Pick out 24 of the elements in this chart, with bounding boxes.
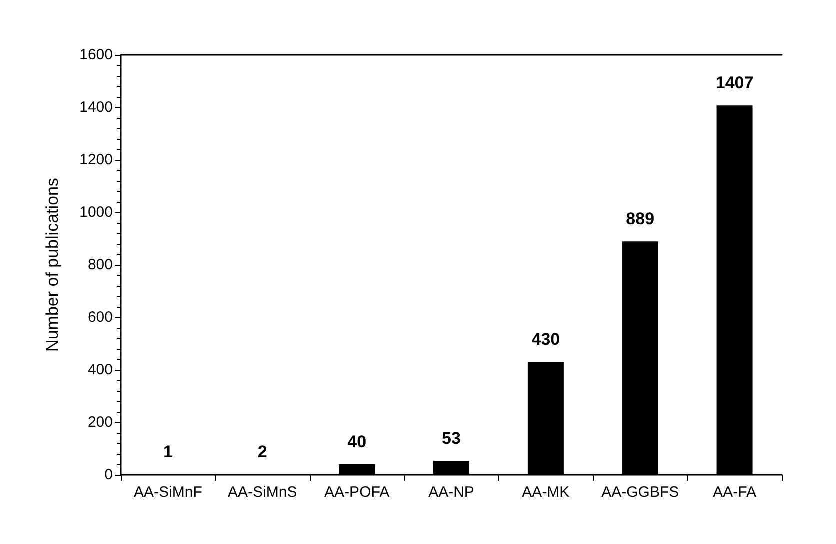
- y-tick-label: 1600: [80, 46, 113, 64]
- y-tick-label: 1200: [80, 152, 113, 168]
- y-tick-label: 400: [88, 362, 113, 378]
- data-label: 40: [348, 432, 367, 452]
- x-tick-label: AA-MK: [522, 484, 570, 501]
- y-tick-label: 200: [88, 414, 113, 431]
- y-tick-label: 600: [88, 309, 113, 326]
- y-axis-title: Number of publications: [43, 178, 62, 352]
- data-label: 889: [626, 210, 655, 229]
- y-tick-label: 800: [88, 256, 113, 274]
- y-tick-label: 0: [104, 466, 113, 484]
- x-tick-label: AA-FA: [713, 484, 756, 501]
- x-tick-label: AA-GGBFS: [602, 484, 680, 501]
- x-tick-label: AA-SiMnF: [134, 484, 202, 501]
- x-tick-label: AA-SiMnS: [228, 484, 298, 501]
- y-tick-label: 1000: [80, 204, 113, 221]
- data-label: 53: [442, 429, 461, 448]
- x-tick-label: AA-POFA: [324, 484, 390, 501]
- x-tick-label: AA-NP: [428, 484, 474, 501]
- data-label: 1407: [716, 74, 754, 93]
- data-label: 430: [532, 330, 560, 350]
- data-label: 2: [258, 442, 268, 462]
- data-label: 1: [163, 442, 173, 462]
- y-tick-label: 1400: [80, 99, 113, 116]
